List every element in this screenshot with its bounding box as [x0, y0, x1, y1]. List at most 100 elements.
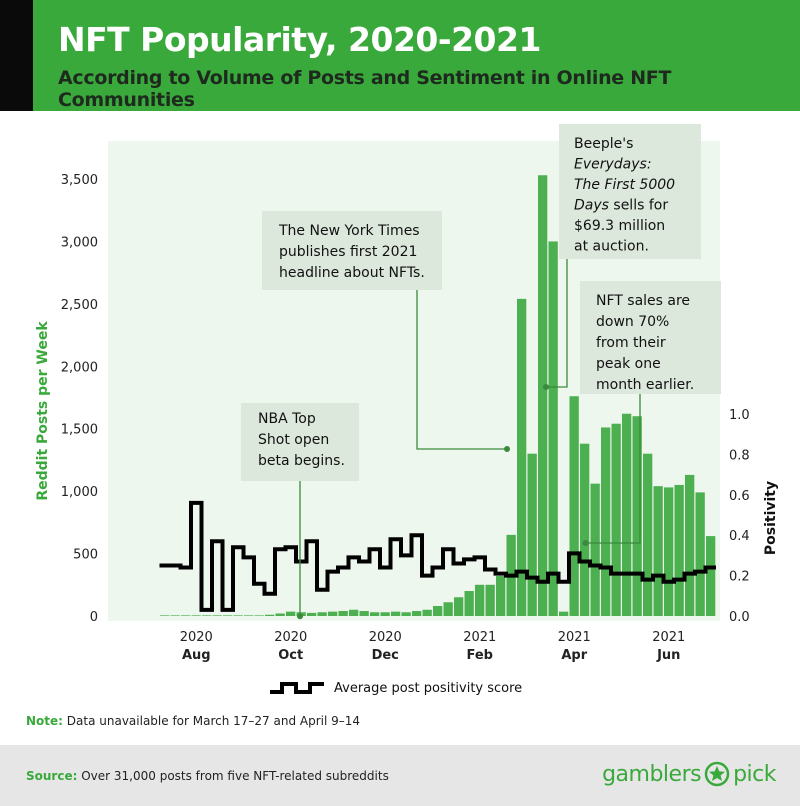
bar-week-35 — [496, 576, 506, 616]
bar-week-18 — [317, 612, 327, 616]
bar-week-53 — [685, 474, 695, 616]
annotation-1-line-2: headline about NFTs. — [279, 265, 425, 281]
annotation-0-line-2: beta begins. — [258, 453, 345, 469]
y-tick-left-3: 1,500 — [61, 423, 98, 438]
annotation-dot-1 — [504, 446, 510, 452]
y-tick-left-2: 1,000 — [61, 485, 98, 500]
annotation-connector-2 — [546, 259, 568, 388]
y-axis-right: 0.0 0.2 0.4 0.6 0.8 1.0 — [729, 408, 750, 625]
bar-week-23 — [370, 612, 380, 616]
bar-week-54 — [695, 492, 705, 616]
bar-week-26 — [401, 612, 411, 616]
x-tick-month-5: Jun — [656, 648, 680, 663]
annotation-box-2 — [559, 124, 701, 259]
y-tick-right-5: 1.0 — [729, 408, 750, 423]
annotation-2-line-5: at auction. — [574, 239, 649, 255]
x-tick-month-2: Dec — [372, 648, 399, 663]
bar-week-34 — [485, 584, 495, 616]
x-tick-year-2: 2020 — [369, 630, 402, 645]
source: Source: Over 31,000 posts from five NFT-… — [26, 769, 389, 783]
bar-week-52 — [674, 484, 684, 616]
bar-week-48 — [632, 416, 642, 616]
annotation-connector-1 — [416, 290, 507, 450]
y-tick-left-4: 2,000 — [61, 360, 98, 375]
y-tick-left-5: 2,500 — [61, 298, 98, 313]
x-tick-month-3: Feb — [467, 648, 493, 663]
bar-week-3 — [160, 615, 170, 616]
bar-week-22 — [359, 611, 369, 616]
bar-week-7 — [202, 615, 212, 616]
bar-week-28 — [422, 609, 432, 616]
bar-week-14 — [275, 613, 285, 616]
bar-week-6 — [191, 615, 201, 616]
bar-week-12 — [254, 615, 264, 616]
y-axis-left: 0 500 1,000 1,500 2,000 2,500 3,000 3,500 — [61, 173, 98, 625]
bar-week-47 — [622, 413, 632, 616]
bar-week-33 — [475, 584, 485, 616]
bar-week-37 — [517, 298, 527, 616]
y-tick-right-4: 0.8 — [729, 448, 750, 463]
annotation-0: NBA Top Shot open beta begins. — [241, 403, 359, 620]
annotation-3-line-4: month earlier. — [596, 377, 694, 393]
annotation-2-line-3: Days sells for — [574, 198, 668, 214]
bar-week-42 — [569, 396, 579, 616]
note-label: Note: — [26, 714, 63, 728]
x-tick-month-0: Aug — [182, 648, 211, 663]
bars-group — [160, 175, 716, 617]
x-tick-year-0: 2020 — [180, 630, 213, 645]
annotation-1: The New York Times publishes first 2021 he… — [262, 211, 510, 452]
chart-title: NFT Popularity, 2020-2021 — [58, 20, 541, 59]
x-tick-year-5: 2021 — [652, 630, 685, 645]
y-tick-left-0: 0 — [90, 610, 98, 625]
annotation-box-1 — [262, 211, 442, 290]
bar-week-4 — [170, 615, 180, 616]
bar-week-51 — [664, 487, 674, 616]
legend-line-icon — [270, 682, 324, 694]
bar-week-29 — [433, 606, 443, 616]
bar-week-24 — [380, 612, 390, 616]
legend-label: Average post positivity score — [334, 680, 523, 696]
x-tick-month-1: Oct — [278, 648, 303, 663]
source-text: Over 31,000 posts from five NFT-related … — [77, 769, 389, 783]
bar-week-55 — [706, 536, 716, 616]
bar-week-31 — [454, 597, 464, 616]
annotation-0-line-0: NBA Top — [258, 411, 316, 427]
y-tick-left-1: 500 — [73, 548, 98, 563]
star-chip-icon — [704, 761, 730, 787]
annotation-dot-2 — [543, 384, 549, 390]
annotation-2-line-2: The First 5000 — [574, 177, 675, 193]
bar-week-21 — [349, 609, 359, 616]
y-tick-right-2: 0.4 — [729, 529, 750, 544]
y-tick-right-3: 0.6 — [729, 489, 750, 504]
logo: gamblers pick — [602, 761, 776, 787]
annotation-3-line-3: peak one — [596, 356, 661, 372]
annotation-3-line-2: from their — [596, 335, 666, 351]
bar-week-11 — [244, 615, 254, 616]
y-tick-right-1: 0.2 — [729, 570, 750, 585]
annotation-connector-3 — [585, 394, 641, 544]
annotation-2-line-1: Everydays: — [574, 157, 652, 173]
annotation-3: NFT sales are down 70% from their peak one m… — [580, 281, 721, 546]
bar-week-25 — [391, 611, 401, 616]
x-tick-year-1: 2020 — [274, 630, 307, 645]
footer: Source: Over 31,000 posts from five NFT-… — [0, 745, 800, 806]
positivity-line — [159, 500, 716, 612]
note-text: Data unavailable for March 17–27 and Apr… — [62, 714, 361, 728]
annotation-1-line-1: publishes first 2021 — [279, 244, 417, 260]
bar-week-17 — [307, 612, 317, 616]
annotation-dot-0 — [297, 613, 303, 620]
annotation-box-3 — [580, 281, 721, 394]
x-axis: 2020 Aug 2020 Oct 2020 Dec 2021 Feb 2021 Apr 2021 J… — [180, 630, 686, 663]
y-tick-right-0: 0.0 — [729, 610, 750, 625]
bar-week-50 — [653, 486, 663, 616]
logo-text-right: pick — [733, 761, 776, 787]
bar-week-40 — [548, 241, 558, 616]
bar-week-10 — [233, 615, 243, 616]
bar-week-49 — [643, 453, 653, 616]
annotation-2-line-0: Beeple's — [574, 136, 633, 152]
y-tick-left-7: 3,500 — [61, 173, 98, 188]
header-accent-bar — [0, 0, 33, 111]
bar-week-8 — [212, 615, 222, 616]
